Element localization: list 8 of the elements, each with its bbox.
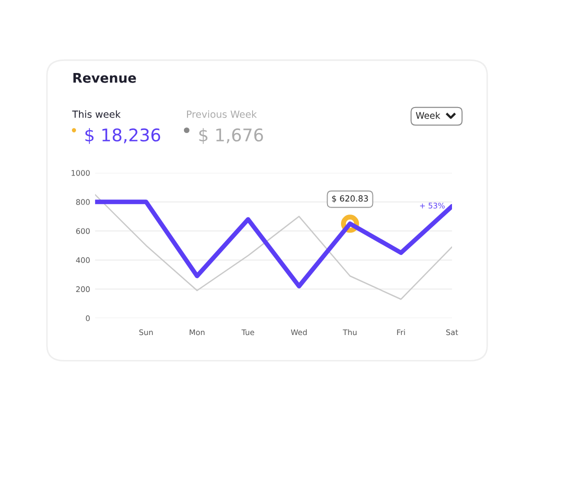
line-series xyxy=(95,194,452,300)
annotation: $ 620.83 xyxy=(332,195,368,203)
text: $ 18,236 xyxy=(85,128,160,144)
text: This week xyxy=(72,110,121,118)
text: $ 1,676 xyxy=(199,128,263,144)
chart-title: Revenue xyxy=(73,73,136,83)
text: Week xyxy=(416,112,440,119)
text: Previous Week xyxy=(187,110,257,118)
